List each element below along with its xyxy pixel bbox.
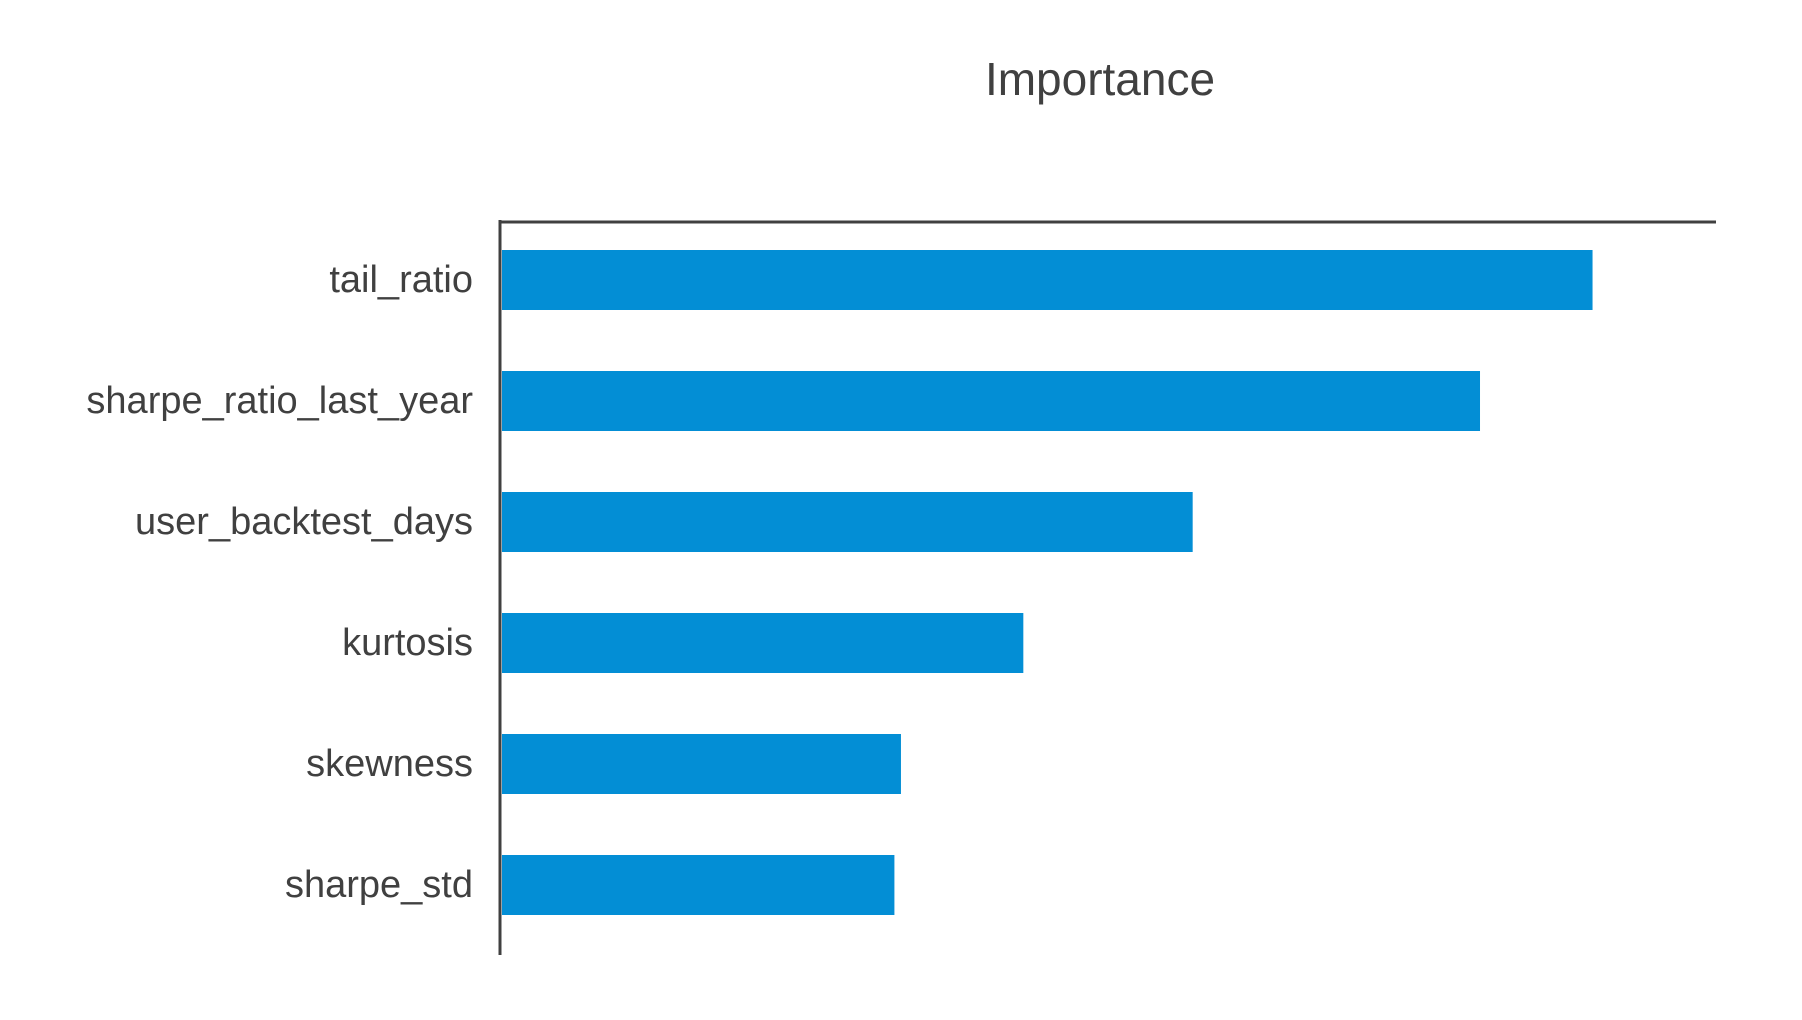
bar-sharpe-ratio-last-year <box>502 371 1481 431</box>
bar-tail-ratio <box>502 250 1593 310</box>
bar-sharpe-std <box>502 855 895 915</box>
category-label-tail-ratio: tail_ratio <box>329 259 473 301</box>
category-label-sharpe-std: sharpe_std <box>285 864 473 906</box>
bar-skewness <box>502 734 901 794</box>
category-labels: tail_ratio sharpe_ratio_last_year user_bac… <box>86 259 473 906</box>
category-label-skewness: skewness <box>306 743 473 785</box>
bar-kurtosis <box>502 613 1024 673</box>
bar-user-backtest-days <box>502 492 1193 552</box>
chart-title: Importance <box>985 53 1215 105</box>
category-label-kurtosis: kurtosis <box>342 622 473 664</box>
bars-layer <box>502 250 1593 915</box>
category-label-sharpe-ratio-last-year: sharpe_ratio_last_year <box>86 380 473 422</box>
category-label-user-backtest-days: user_backtest_days <box>135 501 473 543</box>
